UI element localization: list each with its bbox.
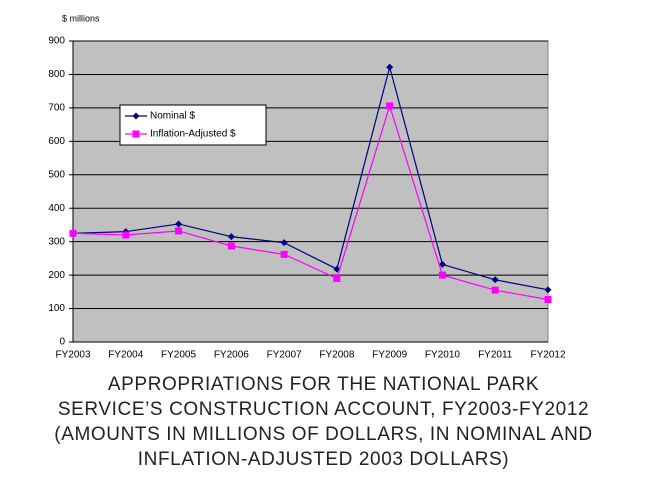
plot-area (72, 40, 549, 343)
marker (438, 271, 446, 279)
x-tick-label: FY2005 (161, 350, 196, 361)
marker (69, 229, 77, 237)
y-tick-label: 800 (48, 69, 65, 80)
x-tick-label: FY2008 (319, 350, 354, 361)
x-tick-label: FY2012 (530, 350, 565, 361)
marker (227, 233, 235, 241)
y-tick-label: 100 (48, 303, 65, 314)
marker (386, 63, 394, 71)
legend-box (119, 104, 267, 146)
x-tick-label: FY2007 (267, 350, 302, 361)
x-tick-label: FY2009 (372, 350, 407, 361)
y-tick-label: 300 (48, 236, 65, 247)
y-tick-label: 0 (59, 337, 65, 348)
marker (386, 102, 394, 110)
marker (280, 250, 288, 258)
marker (544, 286, 552, 294)
marker (175, 227, 183, 235)
marker (544, 296, 552, 304)
x-tick-label: FY2006 (214, 350, 249, 361)
chart: $ millions 0 100 200 300 400 500 600 700 800 900 F… (48, 13, 566, 361)
x-tick-label: FY2010 (425, 350, 460, 361)
y-tick-label: 900 (48, 36, 65, 47)
marker (132, 130, 140, 138)
legend-label: Inflation-Adjusted $ (150, 129, 236, 140)
marker (280, 239, 288, 247)
series-line (72, 64, 549, 291)
y-axis-label: $ millions (62, 13, 100, 23)
marker (132, 112, 140, 120)
marker (333, 274, 341, 282)
marker (122, 231, 130, 239)
chart-title: APPROPRIATIONS FOR THE NATIONAL PARK SER… (54, 374, 593, 470)
marker (491, 276, 499, 284)
marker (175, 220, 183, 228)
x-tick-label: FY2011 (478, 350, 513, 361)
marker (491, 286, 499, 294)
y-tick-label: 200 (48, 270, 65, 281)
x-tick-label: FY2003 (55, 350, 90, 361)
y-tick-label: 600 (48, 136, 65, 147)
x-tick-label: FY2004 (108, 350, 143, 361)
marker (227, 242, 235, 250)
y-tick-label: 700 (48, 103, 65, 114)
y-tick-label: 400 (48, 203, 65, 214)
legend-label: Nominal $ (150, 111, 195, 122)
series-line (72, 103, 549, 301)
y-tick-label: 500 (48, 169, 65, 180)
marker (438, 260, 446, 268)
